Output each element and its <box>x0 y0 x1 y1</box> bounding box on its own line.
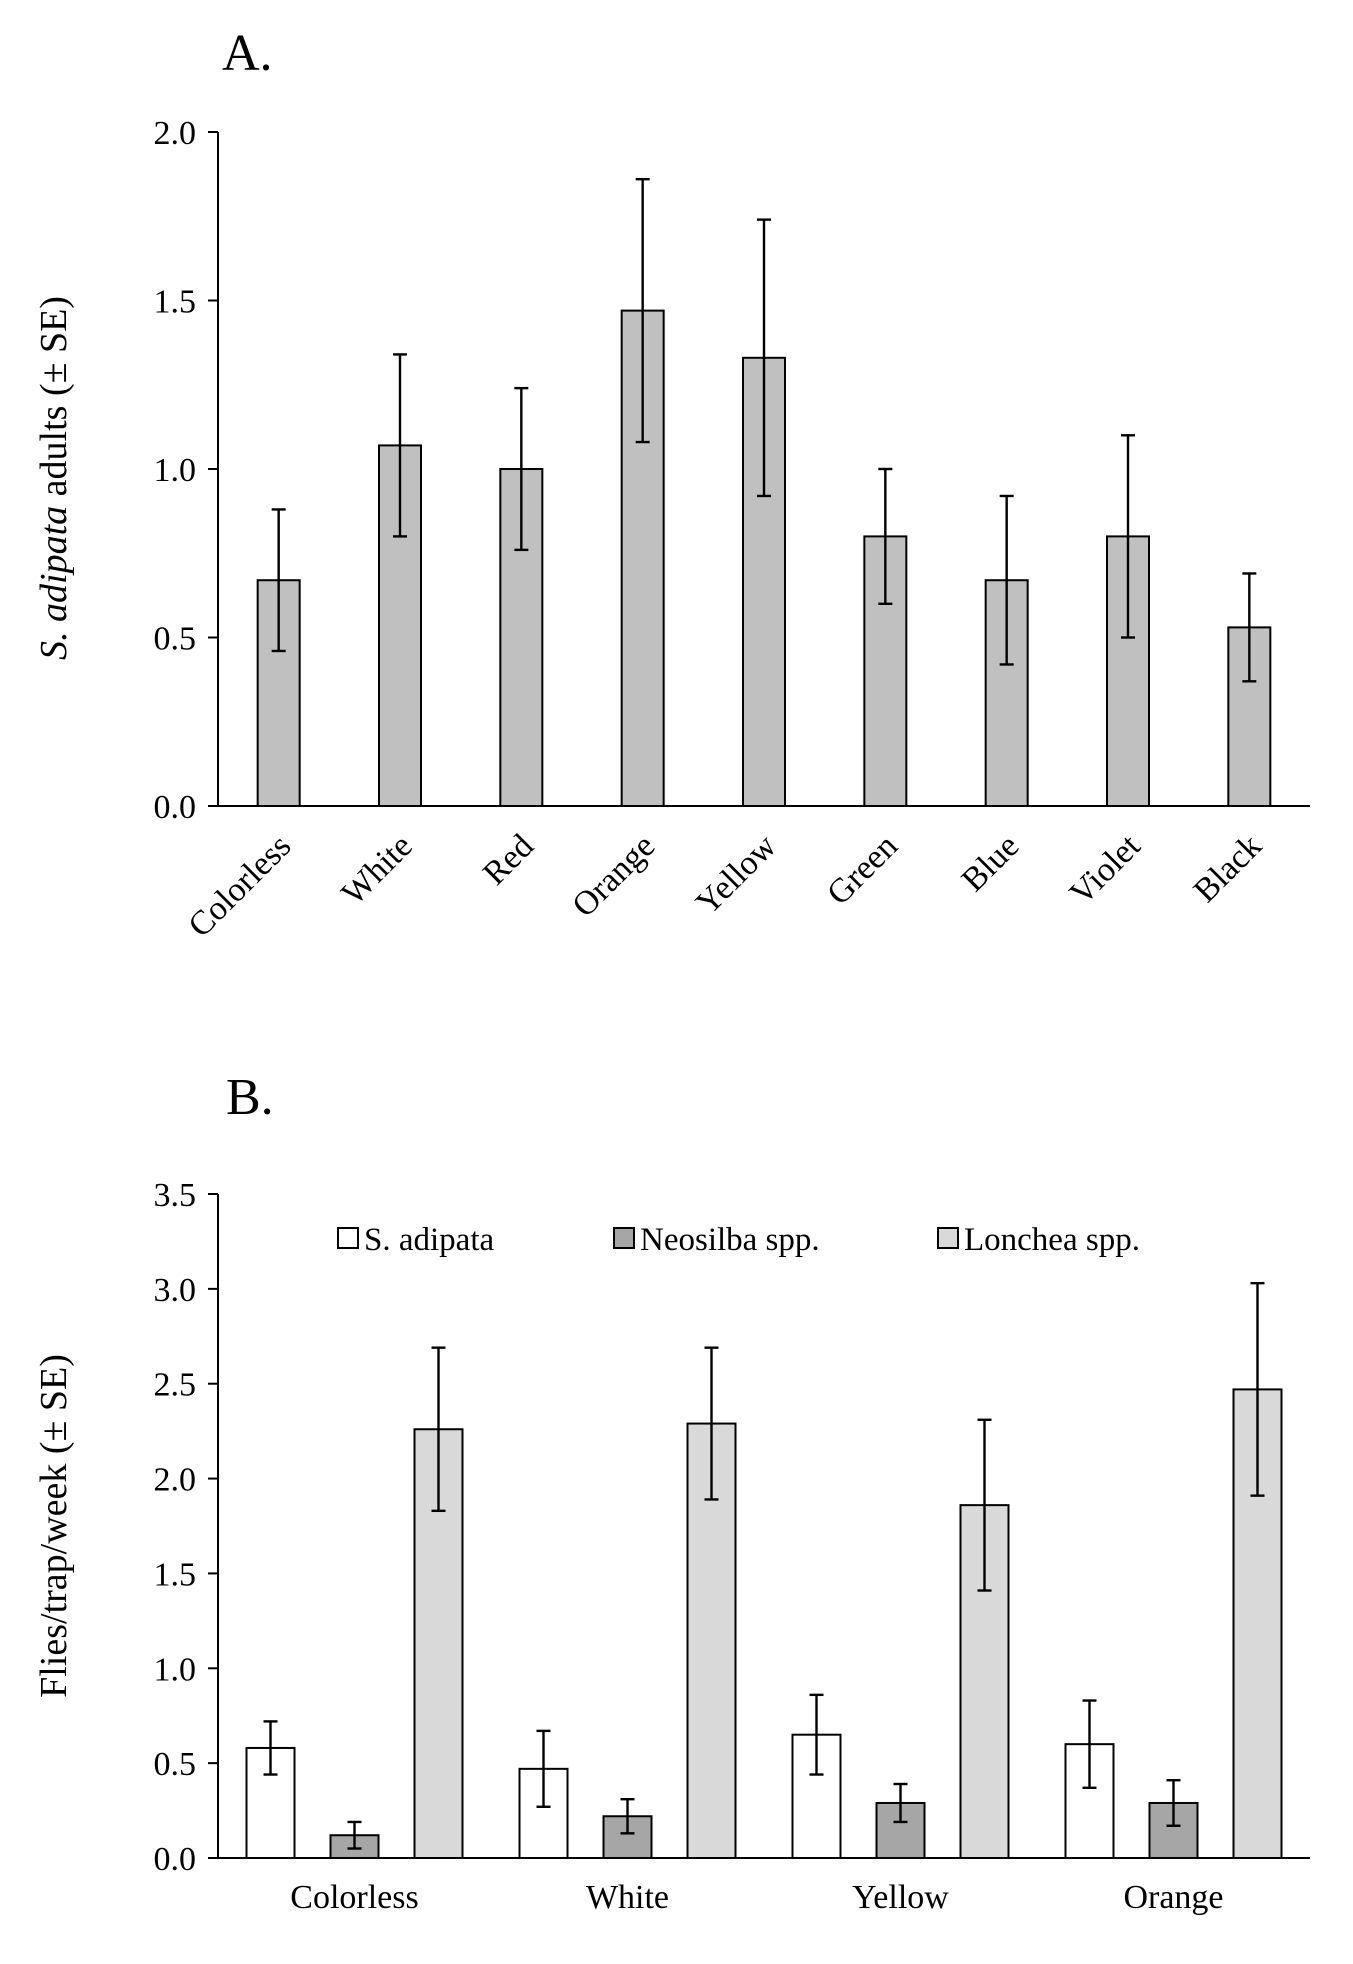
panel-a-category-label: Red <box>476 827 541 892</box>
panel-b-bar <box>518 1767 569 1859</box>
panel-a-chart: A. S. adipata adults (± SE) 0.0 0.5 1.0 1.5… <box>33 25 1310 944</box>
panel-a-label: A. <box>222 25 273 82</box>
panel-b-y-tick-label: 3.0 <box>154 1272 197 1309</box>
panel-b-y-ticks: 0.0 0.5 1.0 1.5 2.0 2.5 3.0 3.5 <box>154 1177 218 1878</box>
panel-b-error-bars <box>263 1281 1265 1850</box>
panel-b-y-tick-label: 2.0 <box>154 1462 197 1499</box>
panel-b-label: B. <box>226 1069 274 1126</box>
panel-a-y-axis-label: S. adipata adults (± SE) <box>33 296 75 660</box>
panel-b-y-tick-label: 0.0 <box>154 1841 197 1878</box>
panel-b-legend-label: Neosilba spp. <box>640 1222 820 1258</box>
panel-b-y-tick-label: 2.5 <box>154 1367 197 1404</box>
panel-b-legend-label: Lonchea spp. <box>964 1222 1140 1258</box>
panel-a-y-axis-label-species: S. adipata <box>33 506 75 660</box>
panel-a-y-tick-label: 2.0 <box>154 115 197 152</box>
panel-a-category-labels: Colorless White Red Orange Yellow Green Blue Vi… <box>181 827 1269 944</box>
panel-b-legend-swatch <box>937 1227 959 1249</box>
panel-a-y-tick-label: 0.5 <box>154 621 197 658</box>
panel-a-category-label: Colorless <box>181 827 298 944</box>
panel-a-category-label: White <box>335 827 420 912</box>
panel-a-category-label: Orange <box>565 827 662 924</box>
panel-b-y-tick-label: 0.5 <box>154 1746 197 1783</box>
panel-b-category-label: Yellow <box>852 1879 949 1916</box>
panel-a-y-tick-label: 0.0 <box>154 789 197 826</box>
panel-b-legend-swatch <box>613 1227 635 1249</box>
panel-a-category-label: Violet <box>1063 827 1148 912</box>
panel-b-category-label: Colorless <box>290 1879 418 1916</box>
panel-a-category-label: Blue <box>955 827 1027 899</box>
panel-a-y-axis-label-unit: adults (± SE) <box>33 296 75 506</box>
panel-b-y-tick-label: 1.5 <box>154 1556 197 1593</box>
panel-a-y-tick-label: 1.0 <box>154 452 197 489</box>
panel-a-category-label: Black <box>1187 827 1269 909</box>
panel-b-legend-label: S. adipata <box>364 1222 494 1258</box>
panel-a-category-label: Yellow <box>689 827 784 922</box>
panel-b-bars <box>245 1388 1283 1860</box>
panel-a-error-bars <box>271 177 1257 683</box>
panel-b-category-labels: Colorless White Yellow Orange <box>290 1879 1223 1916</box>
panel-b-y-axis-label: Flies/trap/week (± SE) <box>33 1354 75 1698</box>
panel-b-category-label: Orange <box>1123 1879 1223 1916</box>
panel-b-legend: S. adipata Neosilba spp. Lonchea spp. <box>337 1222 1140 1258</box>
panel-b-bar <box>875 1801 926 1860</box>
panel-b-chart: B. Flies/trap/week (± SE) 0.0 0.5 1.0 1.5 2.… <box>33 1069 1310 1916</box>
panel-a-bars <box>256 309 1272 808</box>
panel-a-y-ticks: 0.0 0.5 1.0 1.5 2.0 <box>154 115 218 826</box>
panel-b-y-tick-label: 1.0 <box>154 1651 197 1688</box>
panel-b-y-tick-label: 3.5 <box>154 1177 197 1214</box>
panel-a-y-tick-label: 1.5 <box>154 284 197 321</box>
panel-b-category-label: White <box>586 1879 669 1916</box>
panel-b-legend-swatch <box>337 1227 359 1249</box>
panel-a-category-label: Green <box>820 827 905 912</box>
